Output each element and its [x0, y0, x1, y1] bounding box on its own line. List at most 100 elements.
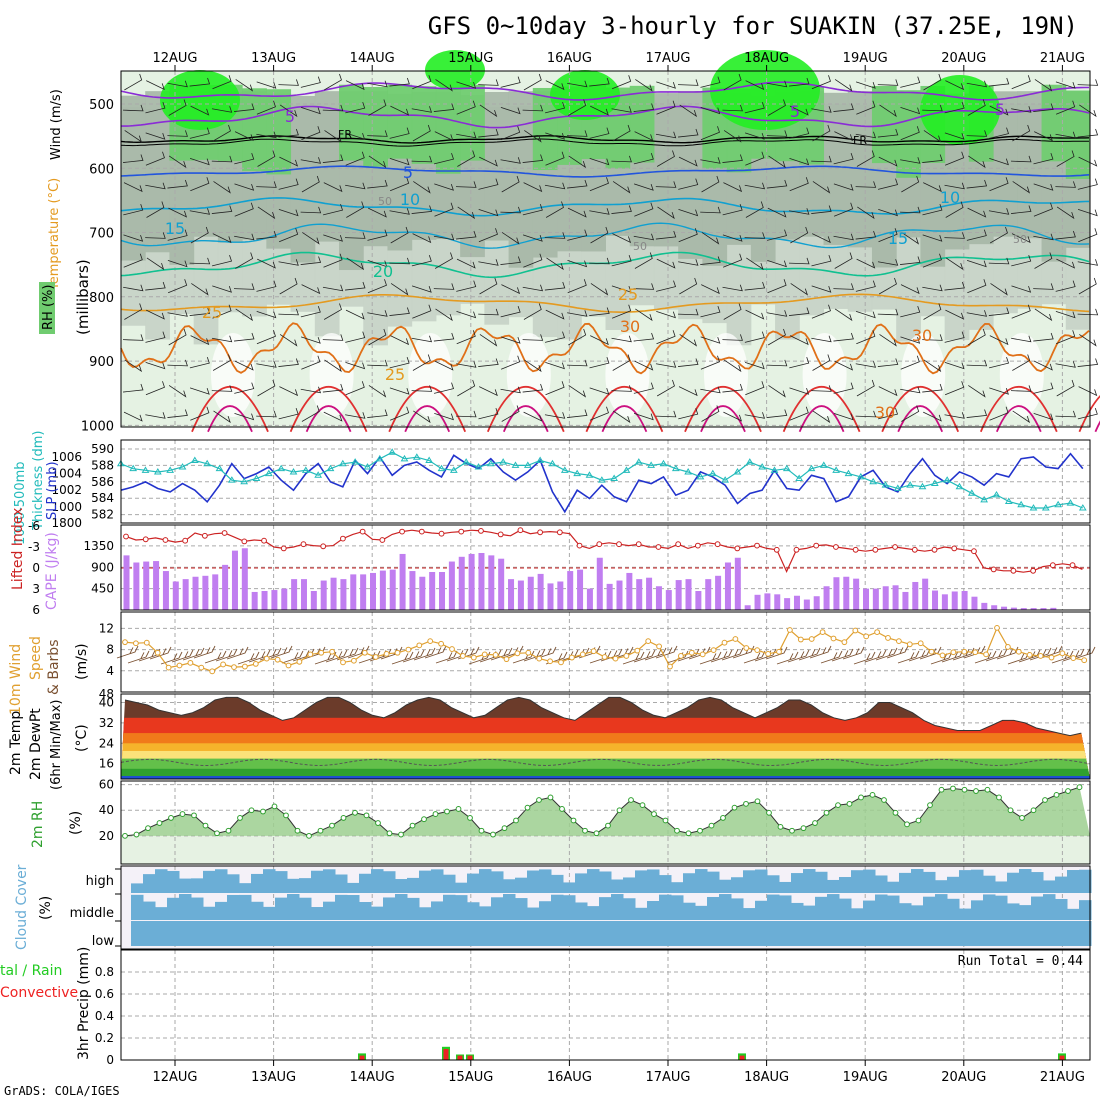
cloud-cover-bar: [395, 921, 408, 946]
wind-barb: [966, 80, 988, 88]
lifted-index-point: [438, 530, 445, 537]
wind-barb: [1011, 335, 1032, 343]
wind-barb: [234, 413, 255, 421]
cloud-cover-bar: [551, 874, 564, 893]
cloud-cover-bar: [659, 921, 672, 946]
thickness-point: [671, 464, 680, 472]
wind-barb: [390, 283, 409, 296]
wind-barb: [1012, 410, 1031, 424]
wind-barb: [857, 206, 875, 220]
wind-barb: [922, 104, 943, 112]
lifted-index-point: [1010, 567, 1017, 574]
thickness-point: [1004, 497, 1013, 504]
rh2m-point: [754, 798, 761, 805]
contour-label: 25: [202, 303, 222, 322]
wind-barb: [301, 126, 321, 141]
cloud-cover-bar: [467, 921, 480, 946]
cloud-cover-bar: [215, 901, 228, 920]
slp-tick: 1800: [51, 516, 82, 530]
wind-barb: [278, 259, 299, 266]
cloud-cover-bar: [1043, 894, 1056, 920]
wind-speed-point: [340, 659, 346, 666]
wind-barb: [345, 412, 366, 419]
wind-barb: [968, 155, 986, 169]
cloud-cover-bar: [323, 869, 336, 893]
wind-barb: [145, 151, 165, 166]
cloud-cover-bar: [947, 921, 960, 946]
rh2m-point: [547, 794, 554, 801]
cloud-cover-bar: [455, 882, 468, 893]
contour-label: 30: [875, 403, 895, 422]
wind-barb: [722, 154, 743, 163]
lifted-index-point: [675, 541, 682, 548]
wind-speed-point: [351, 657, 357, 664]
cape-bar: [300, 579, 307, 610]
wind-barb: [701, 405, 720, 422]
wind-speed-point: [1048, 654, 1055, 661]
date-label-bottom: 16AUG: [547, 1070, 592, 1085]
wind-barb: [190, 177, 210, 192]
wind-barb: [789, 307, 810, 316]
lifted-index-point: [1069, 562, 1076, 569]
cape-bar: [715, 575, 722, 610]
wind-barb: [189, 208, 211, 215]
wind-barb: [768, 385, 786, 398]
wind-barb: [922, 234, 943, 242]
wind-barb: [256, 330, 276, 345]
wind-barb: [789, 387, 810, 395]
wind-barb: [500, 256, 521, 265]
wind-barb: [590, 335, 609, 346]
cloud-cover-bar: [1067, 908, 1080, 920]
surface-wind-barb: [820, 650, 843, 664]
wind-barb: [744, 362, 765, 370]
cloud-cover-bar: [1079, 900, 1092, 920]
wind-barb: [566, 130, 588, 137]
cloud-cover-bar: [827, 879, 840, 893]
wind-barb: [700, 107, 721, 115]
wind-barb: [189, 158, 210, 166]
wind-barb: [234, 131, 254, 142]
cape-bar: [655, 586, 662, 610]
surface-wind-barb: [787, 649, 810, 663]
wind-barb: [744, 101, 765, 114]
wind-barb: [1010, 155, 1032, 163]
wind-barb: [812, 233, 831, 244]
wind-barb: [411, 335, 433, 343]
wind-speed-point: [547, 658, 553, 665]
wind-speed-point: [808, 636, 815, 642]
axis-label-wind-units: (m/s): [74, 643, 90, 680]
wind-barb: [478, 228, 498, 243]
cloud-cover-bar: [359, 902, 372, 920]
contour-label: 25: [618, 285, 638, 304]
thickness-point: [819, 461, 828, 468]
cape-bar: [1050, 607, 1057, 610]
wind-barb: [767, 328, 786, 346]
wind-speed-point: [819, 629, 826, 636]
cape-bar: [892, 585, 899, 610]
cape-li-frame: [120, 524, 1091, 611]
rh2m-point: [766, 809, 772, 816]
thickness-point: [425, 456, 434, 463]
rh2m-point: [248, 807, 255, 814]
rh-band: [823, 92, 849, 245]
wind-barb: [701, 232, 720, 245]
rh-band: [387, 84, 413, 159]
rh-band: [653, 93, 679, 247]
wind-barb: [966, 229, 987, 241]
wind-barb: [989, 177, 1009, 192]
wind-barb: [345, 101, 366, 114]
wind-barb: [544, 182, 566, 190]
wind-barb: [411, 106, 433, 113]
rh2m-point: [467, 815, 473, 821]
wind-speed-point: [383, 650, 390, 657]
wind-barb: [589, 307, 610, 316]
wind-barb: [189, 127, 210, 139]
wind-barb: [633, 382, 654, 394]
cape-bar: [774, 594, 781, 610]
cloud-cover-bar: [755, 900, 768, 920]
cloud-cover-bar: [215, 869, 228, 893]
cloud-cover-bar: [479, 906, 492, 920]
wind-barb: [767, 229, 788, 241]
cape-bar: [665, 590, 672, 610]
cloud-cover-bar: [263, 906, 276, 920]
